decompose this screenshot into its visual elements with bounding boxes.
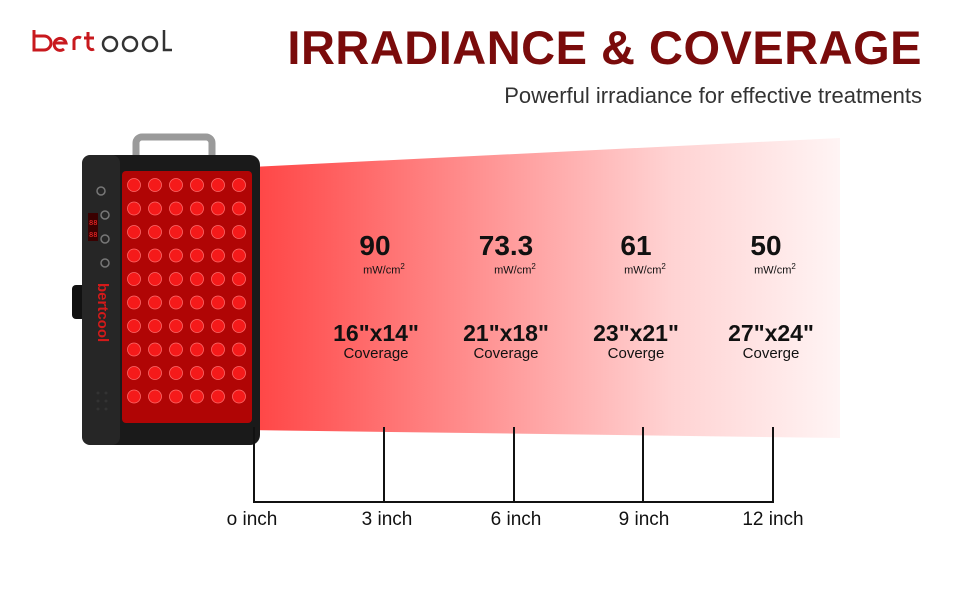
led-bulb [232, 366, 246, 380]
led-bulb [211, 342, 225, 357]
svg-text:bertcool: bertcool [94, 283, 111, 342]
led-bulb [232, 201, 246, 216]
distance-label: 9 inch [618, 509, 670, 530]
svg-text:88: 88 [89, 219, 97, 227]
red-light-device-image: 88 88 bertcool [72, 133, 260, 445]
led-bulb [148, 342, 162, 357]
led-bulb [211, 389, 225, 404]
led-bulb [211, 295, 225, 310]
led-bulb [148, 295, 162, 310]
led-bulb [211, 272, 225, 286]
led-bulb [127, 319, 141, 333]
led-bulb [169, 389, 183, 404]
coverage-label: Coverage [343, 345, 409, 362]
led-bulb [232, 272, 246, 286]
led-bulb [190, 248, 204, 263]
led-bulb [232, 248, 246, 263]
led-bulb [148, 389, 162, 404]
coverage-label: Coverge [607, 345, 665, 362]
page-title: IRRADIANCE & COVERAGE [287, 21, 922, 74]
led-bulb [148, 201, 162, 216]
irradiance-unit: mW/cm2 [754, 262, 796, 277]
svg-text:88: 88 [89, 231, 97, 239]
led-bulb [190, 319, 204, 333]
irradiance-3in: 73.3 mW/cm2 [451, 231, 561, 277]
distance-label: 12 inch [742, 509, 804, 530]
distance-label: o inch [226, 509, 278, 530]
led-bulb [190, 225, 204, 239]
led-bulb [232, 295, 246, 310]
led-bulb [211, 319, 225, 333]
led-bulb [211, 201, 225, 216]
led-bulb [127, 342, 141, 357]
led-bulb [169, 225, 183, 239]
irradiance-unit: mW/cm2 [494, 262, 536, 277]
brand-logo [32, 30, 172, 53]
irradiance-value: 61 [620, 230, 652, 261]
led-bulb [127, 201, 141, 216]
led-bulb [148, 225, 162, 239]
irradiance-value: 73.3 [478, 230, 534, 261]
led-bulb [211, 178, 225, 192]
coverage-size: 16"x14" [333, 320, 419, 346]
led-bulb [148, 178, 162, 192]
distance-label: 6 inch [490, 509, 542, 530]
light-beam [170, 138, 840, 438]
led-bulb [190, 201, 204, 216]
led-bulb [127, 178, 141, 192]
led-bulb [190, 295, 204, 310]
led-bulb [232, 389, 246, 404]
led-bulb [148, 366, 162, 380]
led-bulb [232, 178, 246, 192]
led-bulb [148, 272, 162, 286]
coverage-size: 27"x24" [728, 320, 814, 346]
led-bulb [190, 272, 204, 286]
irradiance-value: 50 [750, 230, 782, 261]
led-bulb [211, 248, 225, 263]
coverage-9in: 27"x24" Coverge [701, 320, 841, 362]
led-bulb [127, 389, 141, 404]
led-bulb [169, 248, 183, 263]
irradiance-unit: mW/cm2 [363, 262, 405, 277]
led-bulb [169, 272, 183, 286]
coverage-size: 21"x18" [463, 320, 549, 346]
irradiance-9in: 50 mW/cm2 [711, 231, 821, 277]
distance-label: 3 inch [361, 509, 413, 530]
irradiance-value: 90 [359, 230, 391, 261]
led-bulb [232, 342, 246, 357]
coverage-6in: 23"x21" Coverge [566, 320, 706, 362]
led-bulb [127, 248, 141, 263]
led-bulb [169, 201, 183, 216]
irradiance-unit: mW/cm2 [624, 262, 666, 277]
led-bulb [127, 272, 141, 286]
led-bulb [169, 178, 183, 192]
led-bulb [190, 366, 204, 380]
irradiance-0in: 90 mW/cm2 [320, 231, 430, 277]
coverage-3in: 21"x18" Coverage [436, 320, 576, 362]
coverage-0in: 16"x14" Coverage [306, 320, 446, 362]
irradiance-6in: 61 mW/cm2 [581, 231, 691, 277]
page-subtitle: Powerful irradiance for effective treatm… [504, 83, 922, 108]
led-bulb [127, 295, 141, 310]
coverage-label: Coverge [742, 345, 800, 362]
led-bulb [169, 366, 183, 380]
led-bulb [169, 319, 183, 333]
led-bulb [190, 389, 204, 404]
coverage-size: 23"x21" [593, 320, 679, 346]
led-bulb [169, 342, 183, 357]
coverage-label: Coverage [473, 345, 539, 362]
led-bulb [232, 225, 246, 239]
led-bulb [148, 319, 162, 333]
led-bulb [127, 366, 141, 380]
led-bulb [148, 248, 162, 263]
led-bulb [232, 319, 246, 333]
led-bulb [211, 225, 225, 239]
led-bulb [127, 225, 141, 239]
led-bulb [190, 178, 204, 192]
led-bulb [211, 366, 225, 380]
led-bulb [190, 342, 204, 357]
led-bulb [169, 295, 183, 310]
